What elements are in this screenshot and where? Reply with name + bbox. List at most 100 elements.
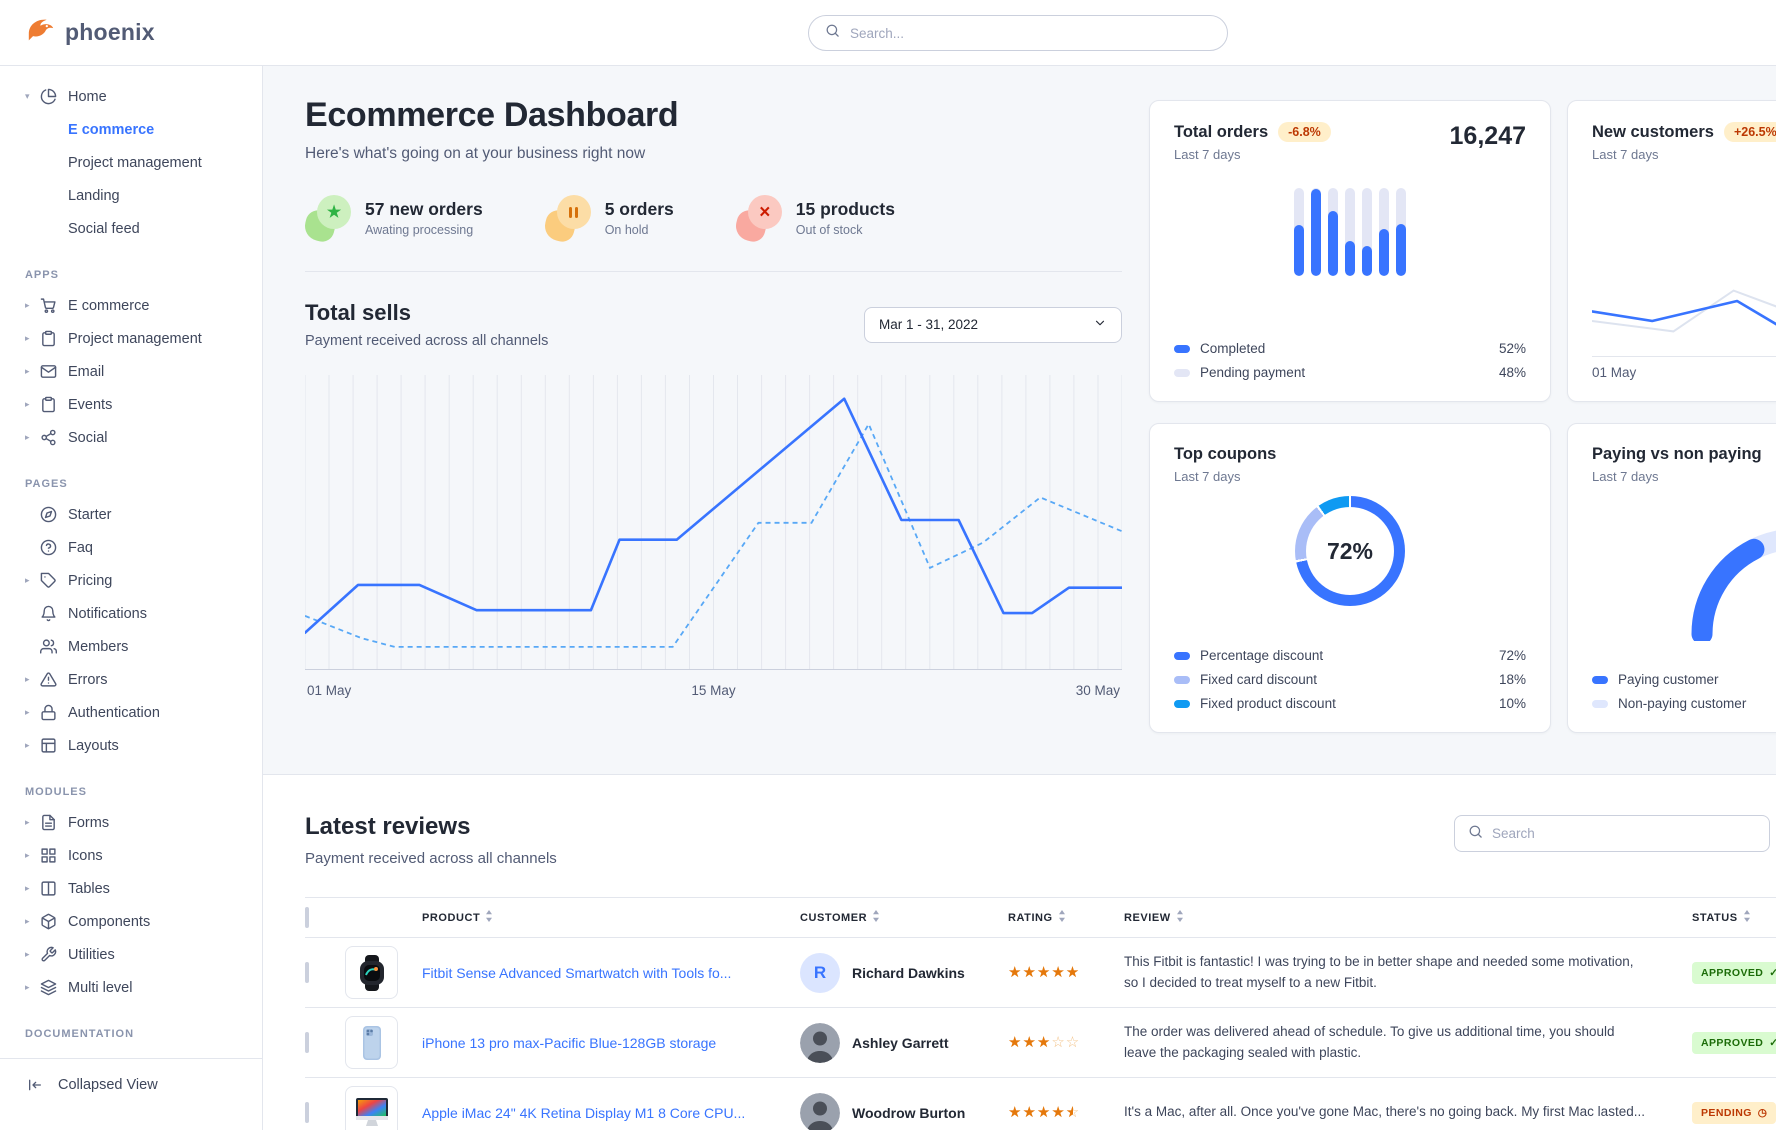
table-row: Apple iMac 24" 4K Retina Display M1 8 Co… [305,1078,1776,1130]
bell-icon [40,605,68,622]
collapse-icon [27,1077,47,1093]
sidebar-section-modules: MODULES [25,786,87,798]
caret-right-icon: ▸ [25,674,30,684]
column-header-customer[interactable]: CUSTOMER [800,910,1008,925]
brand-logo[interactable]: phoenix [0,15,155,50]
svg-text:30 May: 30 May [1076,683,1121,698]
column-header-review[interactable]: REVIEW [1124,910,1692,925]
collapse-label: Collapsed View [58,1077,158,1093]
sidebar-item-pricing[interactable]: ▸ Pricing [25,572,113,589]
sidebar-item-email[interactable]: ▸ Email [25,363,105,380]
legend-item-non-paying-customer: Non-paying customer [1592,696,1776,711]
legend-item-fixed-product-discount: Fixed product discount 10% [1174,696,1526,711]
layers-icon [40,979,68,996]
select-all-checkbox[interactable] [305,906,309,928]
row-checkbox[interactable] [305,961,309,983]
legend-item-pending-payment: Pending payment 48% [1174,365,1526,380]
sidebar-item-landing[interactable]: Landing [68,187,120,204]
sidebar-section-apps: APPS [25,269,59,281]
sidebar-item-tables[interactable]: ▸ Tables [25,880,110,897]
sidebar-item-notifications[interactable]: Notifications [0,597,262,630]
sort-icon [872,910,880,925]
sidebar-item-authentication[interactable]: ▸ Authentication [25,704,160,721]
legend-item-percentage-discount: Percentage discount 72% [1174,648,1526,663]
chevron-down-icon: ▾ [25,91,30,101]
sidebar-item-project-management[interactable]: ▸ Project management [25,330,202,347]
product-image[interactable] [345,1086,398,1130]
total-sells-subtitle: Payment received across all channels [305,333,549,349]
new-customers-card: New customers +26.5% Last 7 days 01 May [1567,100,1776,402]
order-bar [1345,188,1355,276]
column-header-rating[interactable]: RATING [1008,910,1124,925]
date-range-select[interactable]: Mar 1 - 31, 2022 [864,306,1122,343]
latest-reviews-section: Latest reviews Payment received across a… [263,775,1776,1130]
order-bar [1294,188,1304,276]
file-icon [40,814,68,831]
sidebar-item-utilities[interactable]: ▸ Utilities [25,946,115,963]
sidebar-section-pages: PAGES [25,478,68,490]
top-coupons-donut-chart: 72% [1295,496,1405,606]
new-customers-period: Last 7 days [1592,147,1659,162]
product-image[interactable] [345,1016,398,1069]
sidebar-item-home[interactable]: ▾ Home [25,88,107,105]
sidebar-item-icons[interactable]: ▸ Icons [25,847,103,864]
global-search[interactable] [808,15,1228,51]
reviews-search[interactable] [1454,815,1770,852]
product-link[interactable]: iPhone 13 pro max-Pacific Blue-128GB sto… [422,1034,717,1051]
sidebar-item-layouts[interactable]: ▸ Layouts [25,737,119,754]
caret-right-icon: ▸ [25,333,30,343]
row-checkbox[interactable] [305,1101,309,1123]
sidebar-item-components[interactable]: ▸ Components [25,913,151,930]
stat-5-orders: 5 orders On hold [541,195,674,245]
product-link[interactable]: Apple iMac 24" 4K Retina Display M1 8 Co… [422,1104,746,1121]
sidebar-item-members[interactable]: Members [0,630,262,663]
total-orders-bar-chart [1174,188,1526,276]
kpi-cards-grid: Total orders -6.8% Last 7 days 16,247 Co… [1149,96,1776,774]
total-orders-card: Total orders -6.8% Last 7 days 16,247 Co… [1149,100,1551,402]
stat-57-new-orders: ★ 57 new orders Awating processing [301,195,483,245]
product-link[interactable]: Fitbit Sense Advanced Smartwatch with To… [422,964,732,981]
new-customers-change-badge: +26.5% [1723,122,1776,142]
sidebar-section-documentation: DOCUMENTATION [25,1028,135,1040]
sort-icon [485,910,493,925]
sidebar-item-e-commerce[interactable]: ▸ E commerce [25,297,150,314]
caret-right-icon: ▸ [25,707,30,717]
sidebar-item-errors[interactable]: ▸ Errors [25,671,108,688]
caret-right-icon: ▸ [25,300,30,310]
total-orders-period: Last 7 days [1174,147,1241,162]
sidebar-item-events[interactable]: ▸ Events [25,396,113,413]
row-checkbox[interactable] [305,1031,309,1053]
sidebar-item-social[interactable]: ▸ Social [25,429,108,446]
users-icon [40,638,68,655]
reviews-table-body: Fitbit Sense Advanced Smartwatch with To… [305,938,1776,1130]
chevron-down-icon [1093,316,1107,333]
sidebar-item-faq[interactable]: Faq [0,531,262,564]
search-icon [1468,824,1483,844]
pie-chart-icon [40,88,68,105]
order-bar [1396,188,1406,276]
total-orders-change-badge: -6.8% [1278,122,1331,142]
sidebar-item-e-commerce[interactable]: E commerce [68,121,155,138]
sidebar-item-multi-level[interactable]: ▸ Multi level [25,979,133,996]
sidebar-item-project-management[interactable]: Project management [68,154,202,171]
layout-icon [40,737,68,754]
order-bar [1379,188,1389,276]
global-search-input[interactable] [850,25,1211,41]
customer-cell: Woodrow Burton [800,1092,1008,1130]
sidebar-item-forms[interactable]: ▸ Forms [25,814,110,831]
column-header-status[interactable]: STATUS [1692,910,1776,925]
review-text: The order was delivered ahead of schedul… [1124,1024,1615,1060]
column-header-product[interactable]: PRODUCT [422,910,800,925]
cart-icon [40,297,68,314]
caret-right-icon: ▸ [25,366,30,376]
sidebar-item-starter[interactable]: Starter [0,498,262,531]
sidebar-item-social-feed[interactable]: Social feed [68,220,140,237]
product-image[interactable] [345,946,398,999]
reviews-search-input[interactable] [1492,826,1756,841]
sidebar-collapse-toggle[interactable]: Collapsed View [0,1065,262,1105]
paying-vs-nonpaying-card: Paying vs non paying Last 7 days Paying … [1567,423,1776,733]
rating-stars: ☆☆☆☆☆★★★★★ [1008,963,1081,981]
customer-cell: Ashley Garrett [800,1022,1008,1063]
caret-right-icon: ▸ [25,916,30,926]
